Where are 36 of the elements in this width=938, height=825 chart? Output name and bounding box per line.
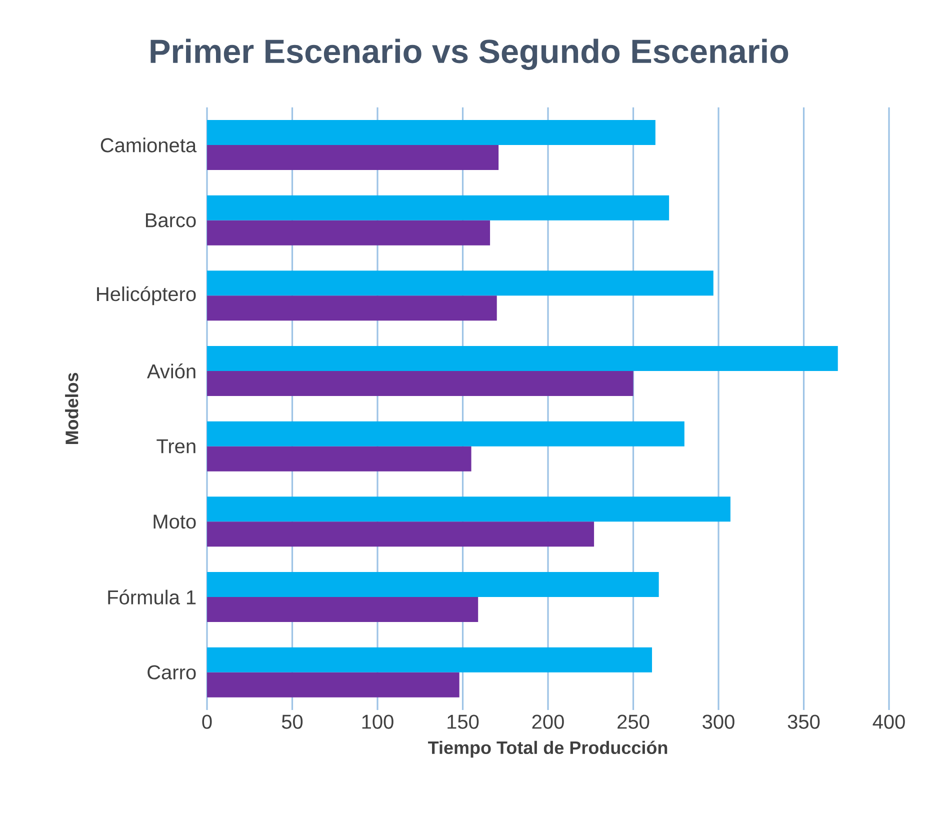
bar bbox=[207, 496, 730, 522]
bar bbox=[207, 346, 838, 372]
bar bbox=[207, 120, 656, 146]
bar bbox=[207, 421, 684, 446]
bar bbox=[207, 220, 490, 246]
x-axis-title: Tiempo Total de Producción bbox=[428, 740, 668, 758]
x-tick-label: 150 bbox=[448, 714, 479, 729]
y-tick-label: Tren bbox=[156, 439, 196, 454]
y-tick-label: Moto bbox=[154, 514, 196, 529]
x-tick-label: 0 bbox=[202, 714, 212, 729]
bar bbox=[207, 270, 714, 296]
x-tick-label: 350 bbox=[788, 714, 820, 729]
y-axis-title: Modelos bbox=[65, 372, 78, 444]
bar bbox=[207, 195, 670, 220]
bar bbox=[207, 672, 460, 698]
bar bbox=[207, 572, 659, 597]
y-tick-label: Helicóptero bbox=[97, 286, 196, 306]
bar bbox=[207, 522, 594, 547]
x-tick-label: 200 bbox=[532, 714, 564, 729]
y-tick-label: Fórmula 1 bbox=[108, 590, 196, 604]
bar bbox=[207, 145, 499, 170]
y-tick-label: Avión bbox=[146, 364, 196, 378]
x-tick-label: 400 bbox=[872, 714, 905, 729]
x-tick-label: 100 bbox=[362, 714, 394, 729]
x-tick-label: 50 bbox=[282, 714, 303, 729]
bar bbox=[207, 446, 472, 472]
y-tick-label: Camioneta bbox=[100, 138, 197, 152]
chart-title: Primer Escenario vs Segundo Escenario bbox=[150, 38, 788, 70]
y-tick-label: Barco bbox=[146, 213, 196, 228]
x-tick-label: 300 bbox=[702, 714, 734, 729]
bar bbox=[207, 647, 652, 672]
x-tick-label: 250 bbox=[618, 714, 650, 729]
bar bbox=[207, 296, 497, 321]
y-tick-label: Carro bbox=[148, 665, 196, 680]
bar bbox=[207, 597, 478, 622]
bar bbox=[207, 371, 634, 396]
